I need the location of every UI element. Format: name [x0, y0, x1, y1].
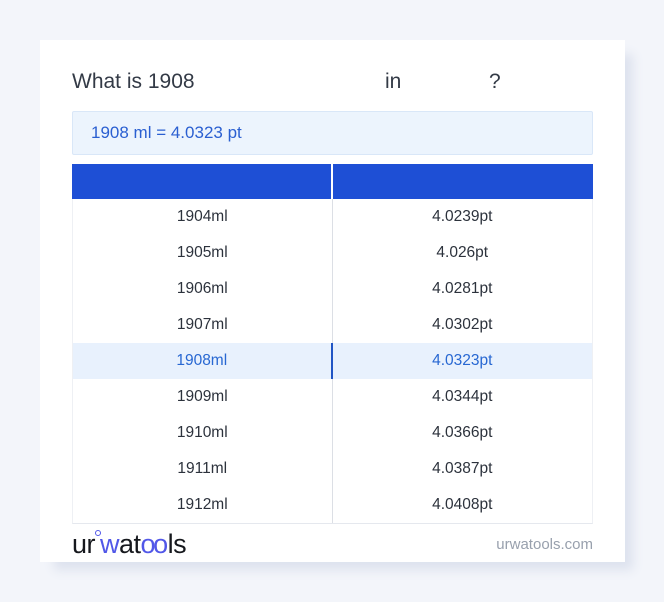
ml-value-cell: 1905ml: [73, 235, 333, 271]
site-domain: urwatools.com: [496, 535, 593, 553]
pt-value-cell: 4.0366pt: [432, 424, 493, 441]
ml-value-cell: 1910ml: [73, 415, 333, 451]
table-row: 1912ml 4.0408pt: [73, 487, 592, 523]
ml-value-cell: 1908ml: [73, 343, 333, 379]
title-question-text: What is 1908: [72, 70, 195, 93]
ml-value-cell: 1906ml: [73, 271, 333, 307]
page-title: What is 1908 in ?: [72, 70, 593, 99]
ml-value-cell: 1907ml: [73, 307, 333, 343]
logo-ring-icon: [95, 529, 102, 536]
table-row: 1907ml 4.0302pt: [73, 307, 592, 343]
table-header-ml: [72, 164, 333, 199]
table-body: 1904ml 4.0239pt 1905ml 4.026pt 1906ml 4.…: [72, 199, 593, 524]
converter-card: What is 1908 in ? 1908 ml = 4.0323 pt 19…: [40, 40, 625, 562]
pt-value-cell: 4.0239pt: [432, 208, 493, 225]
pt-value-cell: 4.0387pt: [432, 460, 493, 477]
conversion-result-box: 1908 ml = 4.0323 pt: [72, 111, 593, 155]
title-question-mark: ?: [489, 70, 501, 93]
ml-value-cell: 1912ml: [73, 487, 333, 523]
pt-value-cell: 4.0323pt: [432, 352, 493, 369]
urwatools-logo[interactable]: ur watools: [72, 528, 187, 559]
table-row: 1906ml 4.0281pt: [73, 271, 592, 307]
logo-glasses-oo: oo: [140, 528, 169, 559]
table-row: 1905ml 4.026pt: [73, 235, 592, 271]
logo-segment: w: [100, 528, 120, 559]
table-row: 1909ml 4.0344pt: [73, 379, 592, 415]
title-in-word: in: [385, 70, 402, 93]
table-header-pt: [333, 164, 594, 199]
conversion-result-text: 1908 ml = 4.0323 pt: [91, 123, 242, 142]
logo-segment: at: [119, 528, 141, 559]
ml-value-cell: 1911ml: [73, 451, 333, 487]
table-row: 1904ml 4.0239pt: [73, 199, 592, 235]
table-row-highlighted: 1908ml 4.0323pt: [73, 343, 592, 379]
table-row: 1911ml 4.0387pt: [73, 451, 592, 487]
pt-value-cell: 4.0408pt: [432, 496, 493, 513]
logo-segment: ur: [72, 528, 96, 559]
pt-value-cell: 4.0281pt: [432, 280, 493, 297]
ml-value-cell: 1904ml: [73, 199, 333, 235]
ml-value-cell: 1909ml: [73, 379, 333, 415]
pt-value-cell: 4.026pt: [436, 244, 489, 261]
pt-value-cell: 4.0302pt: [432, 316, 493, 333]
table-row: 1910ml 4.0366pt: [73, 415, 592, 451]
table-header: [72, 164, 593, 199]
card-footer: ur watools urwatools.com: [72, 524, 593, 564]
pt-value-cell: 4.0344pt: [432, 388, 493, 405]
conversion-table: 1904ml 4.0239pt 1905ml 4.026pt 1906ml 4.…: [72, 164, 593, 524]
logo-segment: ls: [167, 528, 187, 559]
